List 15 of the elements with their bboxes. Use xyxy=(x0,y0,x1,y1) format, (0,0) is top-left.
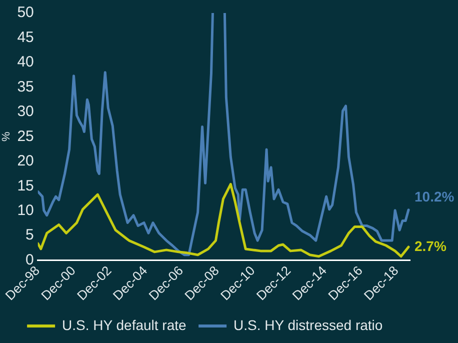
y-tick-label: 40 xyxy=(17,54,34,71)
y-axis-title: % xyxy=(0,132,13,142)
y-tick-label: 5 xyxy=(26,226,34,244)
y-tick-label: 45 xyxy=(17,28,34,46)
y-tick-label: 30 xyxy=(17,103,34,120)
legend-label: U.S. HY distressed ratio xyxy=(234,316,383,333)
y-tick-label: 15 xyxy=(17,177,34,194)
y-tick-label: 50 xyxy=(17,4,34,22)
legend-label: U.S. HY default rate xyxy=(62,316,187,333)
y-tick-label: 25 xyxy=(17,128,34,145)
y-tick-label: 35 xyxy=(17,78,34,96)
annotation: 2.7% xyxy=(414,238,447,254)
y-tick-label: 20 xyxy=(17,152,34,170)
annotation: 10.2% xyxy=(414,188,455,205)
y-tick-label: 10 xyxy=(17,202,34,220)
